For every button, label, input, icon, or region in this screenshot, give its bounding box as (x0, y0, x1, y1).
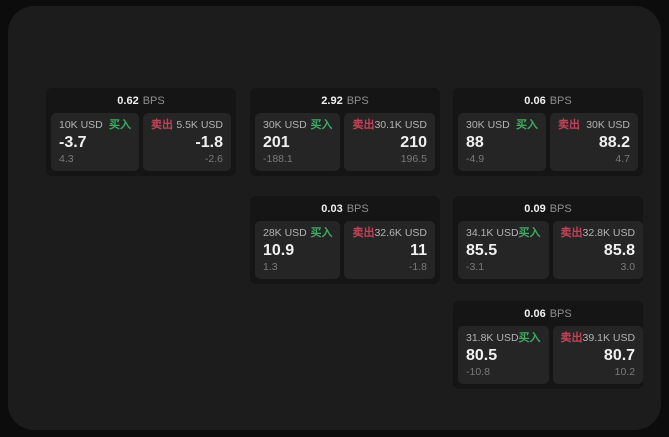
buy-quote-tile[interactable]: 30K USD 买入 88 -4.9 (458, 113, 546, 171)
bps-value: 0.06 (524, 307, 546, 320)
bps-header: 2.92 BPS (250, 88, 440, 113)
sell-price: 80.7 (603, 347, 636, 364)
sell-amount: 30K USD (586, 119, 630, 131)
sell-quote-tile[interactable]: 卖出 30K USD 88.2 4.7 (550, 113, 638, 171)
sell-quote-tile[interactable]: 卖出 32.6K USD 11 -1.8 (344, 221, 435, 279)
bps-value: 2.92 (321, 94, 343, 107)
buy-side-label: 买入 (310, 227, 333, 239)
buy-quote-tile[interactable]: 30K USD 买入 201 -188.1 (255, 113, 341, 171)
buy-price: 80.5 (466, 347, 498, 364)
buy-quote-tile[interactable]: 10K USD 买入 -3.7 4.3 (51, 113, 139, 171)
buy-delta: -4.9 (466, 153, 485, 165)
buy-price: 88 (466, 134, 484, 151)
quote-card-2: 2.92 BPS 30K USD 买入 201 -188.1 卖出 30.1K … (250, 88, 440, 176)
sell-quote-tile[interactable]: 卖出 5.5K USD -1.8 -2.6 (143, 113, 231, 171)
buy-delta: -10.8 (466, 366, 490, 378)
sell-price: 11 (410, 242, 427, 259)
buy-amount: 30K USD (263, 119, 307, 131)
sell-quote-tile[interactable]: 卖出 30.1K USD 210 196.5 (344, 113, 435, 171)
sell-side-label: 卖出 (151, 119, 173, 131)
bps-unit-label: BPS (549, 202, 572, 215)
quote-card-3: 0.06 BPS 30K USD 买入 88 -4.9 卖出 30K USD 8… (453, 88, 643, 176)
bps-header: 0.09 BPS (453, 196, 643, 221)
buy-side-label: 买入 (516, 119, 538, 131)
buy-price: -3.7 (59, 134, 87, 151)
quote-panels: 10K USD 买入 -3.7 4.3 卖出 5.5K USD -1.8 -2.… (51, 113, 231, 171)
buy-price: 85.5 (466, 242, 498, 259)
buy-side-label: 买入 (518, 227, 541, 239)
sell-side-label: 卖出 (352, 227, 375, 239)
quote-card-4: 0.03 BPS 28K USD 买入 10.9 1.3 卖出 32.6K US… (250, 196, 440, 284)
bps-value: 0.06 (524, 94, 546, 107)
sell-delta: 3.0 (620, 261, 636, 273)
sell-delta: 196.5 (400, 153, 427, 165)
quote-panels: 28K USD 买入 10.9 1.3 卖出 32.6K USD 11 -1.8 (255, 221, 435, 279)
sell-amount: 5.5K USD (176, 119, 223, 131)
sell-quote-tile[interactable]: 卖出 39.1K USD 80.7 10.2 (552, 326, 643, 384)
quote-panels: 30K USD 买入 201 -188.1 卖出 30.1K USD 210 1… (255, 113, 435, 171)
quote-card-6: 0.06 BPS 31.8K USD 买入 80.5 -10.8 卖出 39.1… (453, 301, 643, 389)
bps-unit-label: BPS (549, 94, 572, 107)
buy-price: 10.9 (263, 242, 295, 259)
sell-amount: 39.1K USD (582, 332, 636, 344)
bps-value: 0.62 (117, 94, 139, 107)
sell-amount: 30.1K USD (374, 119, 427, 131)
sell-quote-tile[interactable]: 卖出 32.8K USD 85.8 3.0 (552, 221, 643, 279)
bps-unit-label: BPS (142, 94, 165, 107)
quote-panels: 31.8K USD 买入 80.5 -10.8 卖出 39.1K USD 80.… (458, 326, 643, 384)
quote-panels: 30K USD 买入 88 -4.9 卖出 30K USD 88.2 4.7 (458, 113, 638, 171)
sell-delta: 10.2 (614, 366, 636, 378)
bps-header: 0.06 BPS (453, 301, 643, 326)
bps-unit-label: BPS (346, 202, 369, 215)
buy-delta: 4.3 (59, 153, 74, 165)
buy-delta: -188.1 (263, 153, 293, 165)
buy-amount: 31.8K USD (466, 332, 519, 344)
buy-quote-tile[interactable]: 28K USD 买入 10.9 1.3 (255, 221, 341, 279)
buy-side-label: 买入 (109, 119, 131, 131)
main-panel: 0.62 BPS 10K USD 买入 -3.7 4.3 卖出 5.5K USD… (8, 6, 661, 430)
sell-side-label: 卖出 (558, 119, 580, 131)
buy-amount: 10K USD (59, 119, 103, 131)
buy-side-label: 买入 (518, 332, 541, 344)
bps-value: 0.09 (524, 202, 546, 215)
sell-delta: -2.6 (204, 153, 223, 165)
sell-amount: 32.8K USD (582, 227, 636, 239)
bps-header: 0.06 BPS (453, 88, 643, 113)
buy-price: 201 (263, 134, 290, 151)
bps-header: 0.03 BPS (250, 196, 440, 221)
sell-side-label: 卖出 (560, 332, 583, 344)
sell-delta: 4.7 (615, 153, 630, 165)
sell-price: 85.8 (603, 242, 636, 259)
bps-header: 0.62 BPS (46, 88, 236, 113)
quote-panels: 34.1K USD 买入 85.5 -3.1 卖出 32.8K USD 85.8… (458, 221, 643, 279)
quote-card-1: 0.62 BPS 10K USD 买入 -3.7 4.3 卖出 5.5K USD… (46, 88, 236, 176)
sell-price: 88.2 (598, 134, 630, 151)
sell-delta: -1.8 (408, 261, 427, 273)
sell-amount: 32.6K USD (374, 227, 427, 239)
buy-quote-tile[interactable]: 34.1K USD 买入 85.5 -3.1 (458, 221, 549, 279)
sell-side-label: 卖出 (352, 119, 375, 131)
buy-amount: 34.1K USD (466, 227, 519, 239)
sell-price: -1.8 (195, 134, 223, 151)
sell-side-label: 卖出 (560, 227, 583, 239)
buy-delta: -3.1 (466, 261, 485, 273)
buy-delta: 1.3 (263, 261, 278, 273)
buy-amount: 28K USD (263, 227, 307, 239)
bps-value: 0.03 (321, 202, 343, 215)
bps-unit-label: BPS (549, 307, 572, 320)
bps-unit-label: BPS (346, 94, 369, 107)
buy-side-label: 买入 (310, 119, 333, 131)
buy-amount: 30K USD (466, 119, 510, 131)
quote-card-5: 0.09 BPS 34.1K USD 买入 85.5 -3.1 卖出 32.8K… (453, 196, 643, 284)
sell-price: 210 (400, 134, 427, 151)
buy-quote-tile[interactable]: 31.8K USD 买入 80.5 -10.8 (458, 326, 549, 384)
